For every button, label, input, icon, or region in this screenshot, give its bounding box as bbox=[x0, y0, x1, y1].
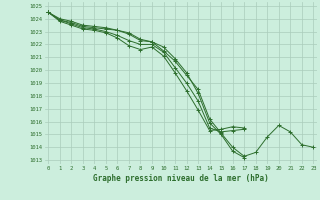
X-axis label: Graphe pression niveau de la mer (hPa): Graphe pression niveau de la mer (hPa) bbox=[93, 174, 269, 183]
